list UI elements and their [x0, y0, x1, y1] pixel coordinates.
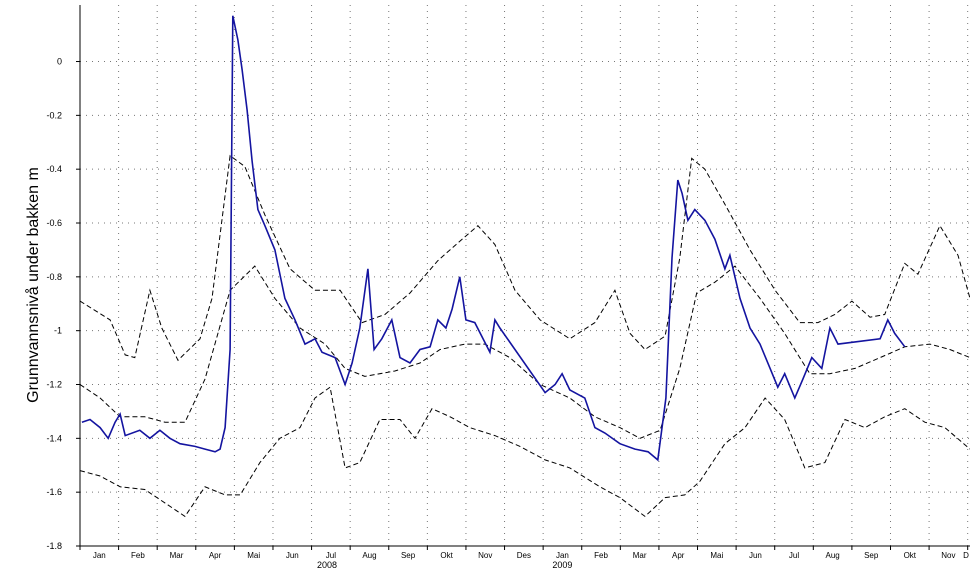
y-tick-label: 0 — [57, 57, 62, 67]
x-tick-label: Mar — [633, 551, 647, 560]
band-line — [79, 386, 970, 518]
x-tick-label: Apr — [209, 551, 222, 560]
x-tick-label: Mai — [247, 551, 260, 560]
y-tick-label: -1.8 — [46, 541, 62, 551]
x-tick-label: Okt — [440, 551, 453, 560]
x-tick-label: Nov — [478, 551, 492, 560]
y-tick-label: -0.8 — [46, 272, 62, 282]
y-tick-label: -1 — [54, 326, 62, 336]
x-tick-label: Nov — [941, 551, 955, 560]
x-tick-label: Feb — [594, 551, 608, 560]
y-tick-label: -1.2 — [46, 380, 62, 390]
y-axis-label: Grunnvannsnivå under bakken m — [24, 167, 42, 403]
x-tick-label: Aug — [362, 551, 376, 560]
observed-line — [81, 15, 906, 462]
y-tick-label: -1.4 — [46, 433, 62, 443]
x-tick-label: Jun — [286, 551, 299, 560]
x-tick-label: Jul — [326, 551, 336, 560]
y-tick-label: -1.6 — [46, 487, 62, 497]
x-tick-label: Sep — [401, 551, 416, 560]
x-tick-label: Aug — [825, 551, 839, 560]
x-tick-label: D — [963, 551, 969, 560]
x-tick-label: Jan — [556, 551, 569, 560]
x-tick-label: Mar — [170, 551, 184, 560]
band-line — [79, 265, 970, 439]
y-tick-label: -0.2 — [46, 110, 62, 120]
x-tick-label: Jan — [93, 551, 106, 560]
x-tick-label: Mai — [710, 551, 723, 560]
x-tick-label: Jun — [749, 551, 762, 560]
band-line — [79, 154, 970, 362]
year-label: 2008 — [317, 560, 337, 570]
y-tick-label: -0.4 — [46, 164, 62, 174]
year-label: 2009 — [552, 560, 572, 570]
x-tick-label: Okt — [904, 551, 917, 560]
x-tick-label: Feb — [131, 551, 145, 560]
y-tick-label: -0.6 — [46, 218, 62, 228]
x-tick-label: Jul — [789, 551, 799, 560]
x-tick-label: Apr — [672, 551, 685, 560]
x-tick-label: Des — [517, 551, 531, 560]
x-tick-label: Sep — [864, 551, 879, 560]
